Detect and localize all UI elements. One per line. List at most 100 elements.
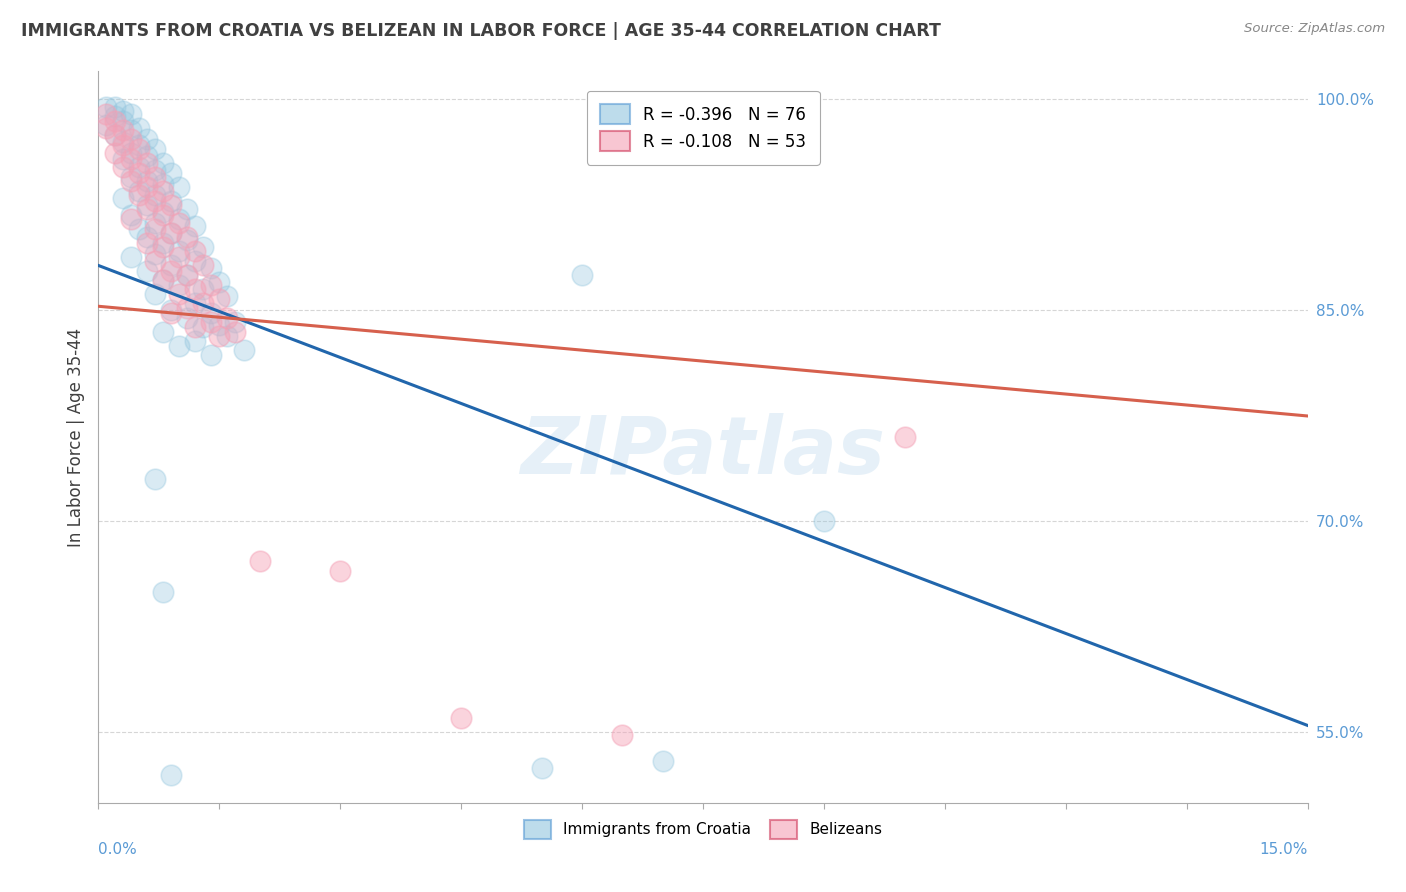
Point	[200, 261, 222, 276]
Point	[184, 282, 207, 296]
Point	[176, 268, 198, 283]
Point	[103, 113, 125, 128]
Point	[120, 174, 142, 188]
Point	[128, 137, 150, 152]
Point	[167, 286, 190, 301]
Point	[120, 208, 142, 222]
Point	[208, 318, 231, 332]
Point	[167, 278, 190, 293]
Point	[96, 120, 118, 135]
Point	[160, 306, 183, 320]
Point	[193, 296, 215, 310]
Point	[128, 222, 150, 236]
Point	[143, 142, 166, 156]
Point	[167, 244, 190, 259]
Point	[176, 310, 198, 325]
Point	[111, 152, 134, 166]
Point	[120, 145, 142, 160]
Point	[143, 162, 166, 177]
Point	[128, 184, 150, 198]
Point	[160, 259, 183, 273]
Point	[176, 202, 198, 217]
Text: IMMIGRANTS FROM CROATIA VS BELIZEAN IN LABOR FORCE | AGE 35-44 CORRELATION CHART: IMMIGRANTS FROM CROATIA VS BELIZEAN IN L…	[21, 22, 941, 40]
Point	[143, 216, 166, 230]
Point	[612, 728, 634, 742]
Point	[176, 230, 198, 244]
Point	[217, 328, 239, 343]
Point	[135, 179, 157, 194]
Text: ZIPatlas: ZIPatlas	[520, 413, 886, 491]
Point	[571, 268, 593, 283]
Point	[120, 212, 142, 227]
Point	[184, 334, 207, 349]
Point	[200, 315, 222, 329]
Point	[200, 278, 222, 293]
Point	[135, 198, 157, 212]
Point	[135, 149, 157, 163]
Point	[128, 188, 150, 202]
Point	[208, 276, 231, 290]
Point	[143, 472, 166, 486]
Point	[160, 166, 183, 180]
Point	[135, 132, 157, 146]
Point	[135, 156, 157, 170]
Point	[232, 343, 254, 357]
Point	[893, 430, 915, 444]
Text: Source: ZipAtlas.com: Source: ZipAtlas.com	[1244, 22, 1385, 36]
Point	[103, 109, 125, 123]
Point	[167, 179, 190, 194]
Point	[143, 286, 166, 301]
Point	[143, 194, 166, 208]
Point	[152, 177, 174, 191]
Point	[103, 128, 125, 142]
Point	[167, 212, 190, 227]
Point	[167, 216, 190, 230]
Point	[193, 320, 215, 334]
Point	[530, 761, 553, 775]
Text: 15.0%: 15.0%	[1260, 842, 1308, 856]
Point	[111, 137, 134, 152]
Point	[152, 272, 174, 286]
Point	[160, 194, 183, 208]
Point	[120, 169, 142, 184]
Point	[200, 349, 222, 363]
Point	[111, 191, 134, 205]
Point	[143, 188, 166, 202]
Point	[135, 174, 157, 188]
Point	[160, 767, 183, 781]
Point	[143, 254, 166, 268]
Point	[176, 301, 198, 315]
Point	[152, 584, 174, 599]
Point	[152, 325, 174, 339]
Point	[128, 120, 150, 135]
Point	[208, 292, 231, 306]
Text: 0.0%: 0.0%	[98, 842, 138, 856]
Point	[200, 306, 222, 320]
Point	[152, 205, 174, 219]
Point	[135, 264, 157, 278]
Point	[193, 282, 215, 296]
Point	[152, 208, 174, 222]
Point	[135, 235, 157, 250]
Point	[651, 754, 673, 768]
Point	[111, 123, 134, 137]
Point	[128, 166, 150, 180]
Point	[160, 264, 183, 278]
Point	[176, 233, 198, 247]
Point	[135, 230, 157, 244]
Point	[167, 250, 190, 264]
Point	[143, 247, 166, 261]
Point	[193, 259, 215, 273]
Point	[184, 219, 207, 233]
Point	[96, 106, 118, 120]
Point	[217, 310, 239, 325]
Point	[135, 202, 157, 217]
Point	[450, 711, 472, 725]
Point	[184, 296, 207, 310]
Point	[813, 515, 835, 529]
Point	[152, 156, 174, 170]
Point	[143, 169, 166, 184]
Point	[120, 123, 142, 137]
Point	[111, 113, 134, 128]
Point	[96, 99, 118, 113]
